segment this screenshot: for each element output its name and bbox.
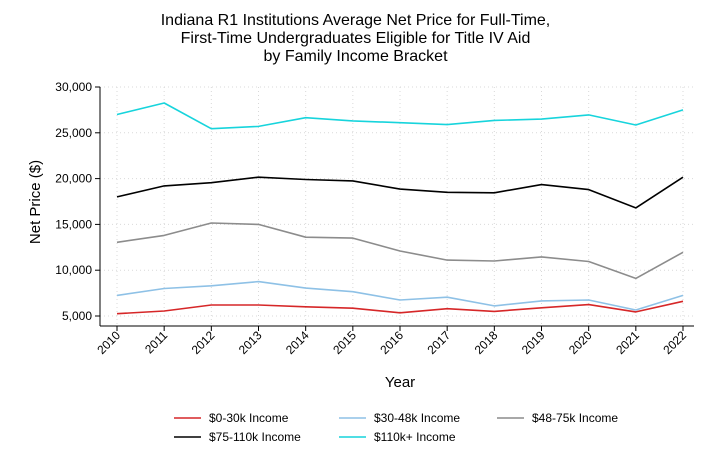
series-line-110k-income — [116, 102, 684, 130]
chart-title-line-2: First-Time Undergraduates Eligible for T… — [180, 30, 531, 47]
chart-title-line-1: Indiana R1 Institutions Average Net Pric… — [160, 12, 551, 29]
legend: $0-30k Income $30-48k Income $48-75k Incom… — [174, 411, 618, 444]
x-tick-label: 2015 — [330, 328, 359, 357]
x-tick-label: 2022 — [660, 328, 689, 357]
x-ticks: 2010 2011 2012 2013 2014 2015 2016 2017 2018 2019… — [94, 326, 689, 357]
x-tick-label: 2018 — [472, 328, 501, 357]
x-tick-label: 2019 — [519, 328, 548, 357]
y-tick-label: 30,000 — [55, 80, 92, 94]
x-tick-label: 2012 — [189, 328, 218, 357]
series-lines — [116, 102, 684, 315]
y-axis-label: Net Price ($) — [27, 160, 44, 244]
x-tick-label: 2010 — [94, 328, 123, 357]
y-tick-label: 20,000 — [55, 172, 92, 186]
series-line-0-30k-income — [116, 300, 684, 315]
legend-item: $48-75k Income — [497, 411, 618, 425]
x-tick-label: 2017 — [425, 328, 454, 357]
series-line-48-75k-income — [116, 222, 684, 280]
legend-label: $30-48k Income — [374, 411, 460, 425]
legend-item: $30-48k Income — [339, 411, 460, 425]
axes — [99, 87, 694, 327]
x-tick-label: 2021 — [613, 328, 642, 357]
y-ticks: 5,000 10,000 15,000 20,000 25,000 30,000 — [55, 80, 100, 323]
legend-label: $75-110k Income — [209, 430, 301, 444]
series-line-75-110k-income — [116, 176, 684, 209]
y-tick-label: 15,000 — [55, 217, 92, 231]
grid — [100, 86, 694, 326]
y-tick-label: 5,000 — [62, 309, 92, 323]
legend-item: $75-110k Income — [174, 430, 301, 444]
legend-label: $48-75k Income — [532, 411, 618, 425]
chart-title-line-3: by Family Income Bracket — [263, 48, 448, 65]
x-axis-label: Year — [385, 374, 415, 391]
legend-label: $0-30k Income — [209, 411, 289, 425]
x-tick-label: 2016 — [377, 328, 406, 357]
series-line-30-48k-income — [116, 280, 684, 311]
legend-item: $0-30k Income — [174, 411, 289, 425]
x-tick-label: 2020 — [566, 328, 595, 357]
legend-label: $110k+ Income — [374, 430, 456, 444]
y-tick-label: 10,000 — [55, 263, 92, 277]
y-tick-label: 25,000 — [55, 126, 92, 140]
x-tick-label: 2013 — [236, 328, 265, 357]
x-tick-label: 2011 — [142, 328, 170, 356]
legend-item: $110k+ Income — [339, 430, 456, 444]
x-tick-label: 2014 — [283, 328, 312, 357]
